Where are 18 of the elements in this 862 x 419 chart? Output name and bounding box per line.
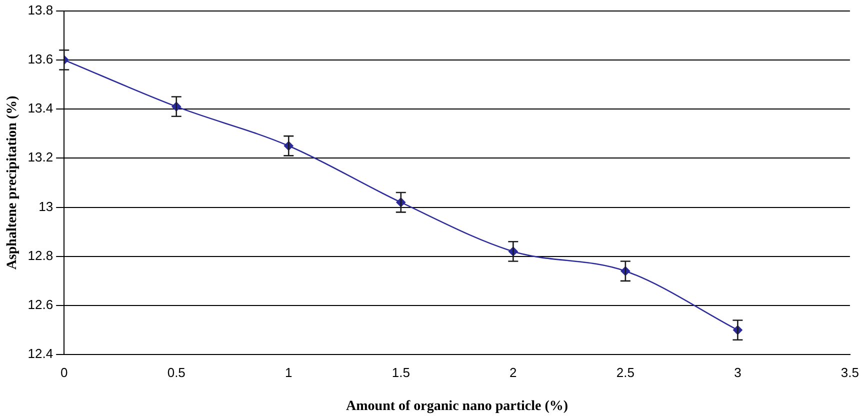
x-tick-label: 0.5 <box>167 364 186 380</box>
x-axis-title: Amount of organic nano particle (%) <box>346 399 568 414</box>
x-tick-label: 2.5 <box>616 364 634 380</box>
x-tick-label: 2 <box>510 364 517 380</box>
y-tick-label: 13.4 <box>28 100 54 116</box>
y-tick-label: 13.2 <box>28 150 54 165</box>
y-tick-label: 12.4 <box>28 346 54 362</box>
y-tick-label: 13.8 <box>28 2 54 18</box>
y-tick-label: 12.6 <box>28 297 54 312</box>
x-tick-label: 0 <box>60 364 68 380</box>
x-tick-label: 3.5 <box>840 364 860 380</box>
y-axis-title: Asphaltene precipitation (%) <box>5 95 20 270</box>
x-tick-label: 1 <box>285 364 292 380</box>
y-tick-label: 13 <box>38 198 54 214</box>
y-tick-label: 12.8 <box>28 248 54 263</box>
x-tick-label: 1.5 <box>392 364 410 380</box>
x-tick-label: 3 <box>734 364 742 380</box>
y-tick-label: 13.6 <box>28 51 54 66</box>
